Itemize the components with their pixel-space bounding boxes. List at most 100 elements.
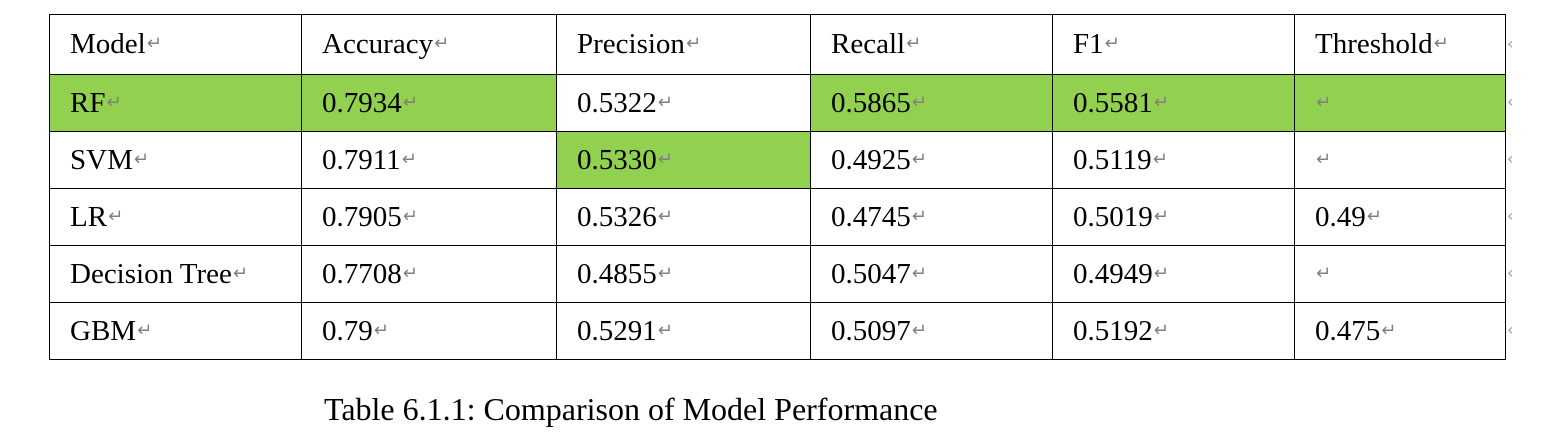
cell-accuracy: 0.7905↵ [301, 188, 557, 246]
table-caption: Table 6.1.1: Comparison of Model Perform… [324, 391, 938, 427]
paragraph-mark-icon: ↵ [1366, 205, 1382, 227]
header-precision-text: Precision [577, 28, 685, 60]
paragraph-mark-icon: ↵ [133, 148, 149, 170]
paragraph-mark-icon: ↵ [1316, 262, 1332, 284]
cell-precision-text: 0.5326 [577, 200, 657, 233]
cell-accuracy-text: 0.7934 [322, 86, 402, 119]
cell-f1-text: 0.5581 [1073, 86, 1153, 119]
paragraph-mark-icon: ↵ [1433, 33, 1449, 54]
cell-precision: 0.4855↵ [556, 245, 811, 303]
paragraph-mark-icon: ↵ [657, 205, 673, 227]
cell-threshold: 0.475↵ [1294, 302, 1506, 360]
cell-f1: 0.4949↵ [1052, 245, 1295, 303]
end-of-row-mark-icon: ‹ [1507, 263, 1514, 282]
cell-model: LR↵ [49, 188, 302, 246]
paragraph-mark-icon: ↵ [1381, 319, 1397, 341]
cell-accuracy: 0.79↵ [301, 302, 557, 360]
paragraph-mark-icon: ↵ [657, 91, 673, 113]
paragraph-mark-icon: ↵ [146, 33, 162, 54]
paragraph-mark-icon: ↵ [1104, 33, 1120, 54]
table-row: LR↵ 0.7905↵ 0.5326↵ 0.4745↵ 0.5019↵ 0.49↵ [49, 188, 1506, 246]
header-accuracy: Accuracy↵ [301, 14, 557, 75]
cell-f1-text: 0.5019 [1073, 200, 1153, 233]
cell-f1-text: 0.5192 [1073, 314, 1153, 347]
cell-recall-text: 0.5865 [831, 86, 911, 119]
paragraph-mark-icon: ↵ [1153, 262, 1169, 284]
cell-precision-text: 0.5330 [577, 143, 657, 176]
paragraph-mark-icon: ↵ [402, 205, 418, 227]
cell-precision-text: 0.5322 [577, 86, 657, 119]
cell-model-text: RF [70, 86, 106, 119]
paragraph-mark-icon: ↵ [1316, 148, 1332, 170]
paragraph-mark-icon: ↵ [657, 262, 673, 284]
cell-f1: 0.5192↵ [1052, 302, 1295, 360]
end-of-row-mark-icon: ‹ [1507, 33, 1514, 53]
paragraph-mark-icon: ↵ [657, 319, 673, 341]
paragraph-mark-icon: ↵ [906, 33, 922, 54]
cell-threshold-text: 0.475 [1315, 314, 1381, 347]
paragraph-mark-icon: ↵ [1153, 205, 1169, 227]
header-model-text: Model [70, 28, 146, 60]
cell-model: SVM↵ [49, 131, 302, 189]
end-of-row-mark-icon: ‹ [1507, 92, 1514, 111]
table-header-row: Model↵ Accuracy↵ Precision↵ Recall↵ F1↵ Thres… [49, 14, 1506, 75]
header-f1: F1↵ [1052, 14, 1295, 75]
cell-accuracy-text: 0.7708 [322, 257, 402, 290]
header-threshold: Threshold↵ [1294, 14, 1506, 75]
paragraph-mark-icon: ↵ [137, 319, 153, 341]
cell-recall-text: 0.4745 [831, 200, 911, 233]
table-row: SVM↵ 0.7911↵ 0.5330↵ 0.4925↵ 0.5119↵ ↵ [49, 131, 1506, 189]
cell-f1: 0.5581↵ [1052, 74, 1295, 132]
cell-accuracy-text: 0.7905 [322, 200, 402, 233]
cell-recall-text: 0.4925 [831, 143, 911, 176]
paragraph-mark-icon: ↵ [911, 262, 927, 284]
paragraph-mark-icon: ↵ [657, 148, 673, 170]
cell-precision-text: 0.4855 [577, 257, 657, 290]
paragraph-mark-icon: ↵ [911, 91, 927, 113]
end-of-row-mark-icon: ‹ [1507, 149, 1514, 168]
cell-f1-text: 0.4949 [1073, 257, 1153, 290]
paragraph-mark-icon: ↵ [402, 262, 418, 284]
cell-precision-text: 0.5291 [577, 314, 657, 347]
performance-table: Model↵ Accuracy↵ Precision↵ Recall↵ F1↵ Thres… [49, 14, 1506, 360]
paragraph-mark-icon: ↵ [911, 148, 927, 170]
header-recall-text: Recall [831, 28, 906, 60]
header-model: Model↵ [49, 14, 302, 75]
header-threshold-text: Threshold [1315, 28, 1433, 60]
paragraph-mark-icon: ↵ [434, 33, 450, 54]
cell-recall: 0.4745↵ [810, 188, 1053, 246]
cell-model-text: SVM [70, 143, 133, 176]
cell-threshold: ↵ [1294, 131, 1506, 189]
paragraph-mark-icon: ↵ [106, 91, 122, 113]
paragraph-mark-icon: ↵ [401, 148, 417, 170]
cell-accuracy-text: 0.79 [322, 314, 373, 347]
cell-precision: 0.5322↵ [556, 74, 811, 132]
cell-model-text: LR [70, 200, 108, 233]
paragraph-mark-icon: ↵ [232, 262, 249, 284]
cell-recall: 0.4925↵ [810, 131, 1053, 189]
cell-recall: 0.5097↵ [810, 302, 1053, 360]
paragraph-mark-icon: ↵ [1153, 319, 1169, 341]
cell-model: GBM↵ [49, 302, 302, 360]
cell-recall-text: 0.5097 [831, 314, 911, 347]
end-of-row-mark-icon: ‹ [1507, 320, 1514, 339]
cell-accuracy: 0.7934↵ [301, 74, 557, 132]
performance-table-body: Model↵ Accuracy↵ Precision↵ Recall↵ F1↵ Thres… [49, 14, 1506, 360]
cell-recall: 0.5047↵ [810, 245, 1053, 303]
cell-precision: 0.5291↵ [556, 302, 811, 360]
cell-recall: 0.5865↵ [810, 74, 1053, 132]
table-row: GBM↵ 0.79↵ 0.5291↵ 0.5097↵ 0.5192↵ 0.475↵ [49, 302, 1506, 360]
cell-threshold: 0.49↵ [1294, 188, 1506, 246]
cell-f1-text: 0.5119 [1073, 143, 1152, 176]
header-precision: Precision↵ [556, 14, 811, 75]
cell-precision: 0.5330↵ [556, 131, 811, 189]
table-row: Decision Tree↵ 0.7708↵ 0.4855↵ 0.5047↵ 0.494… [49, 245, 1506, 303]
header-f1-text: F1 [1073, 28, 1104, 60]
paragraph-mark-icon: ↵ [1152, 148, 1168, 170]
paragraph-mark-icon: ↵ [108, 205, 124, 227]
cell-model-text: GBM [70, 314, 137, 347]
header-accuracy-text: Accuracy [322, 28, 434, 60]
cell-model: RF↵ [49, 74, 302, 132]
end-of-row-mark-icon: ‹ [1507, 206, 1514, 225]
cell-threshold-text: 0.49 [1315, 200, 1366, 233]
